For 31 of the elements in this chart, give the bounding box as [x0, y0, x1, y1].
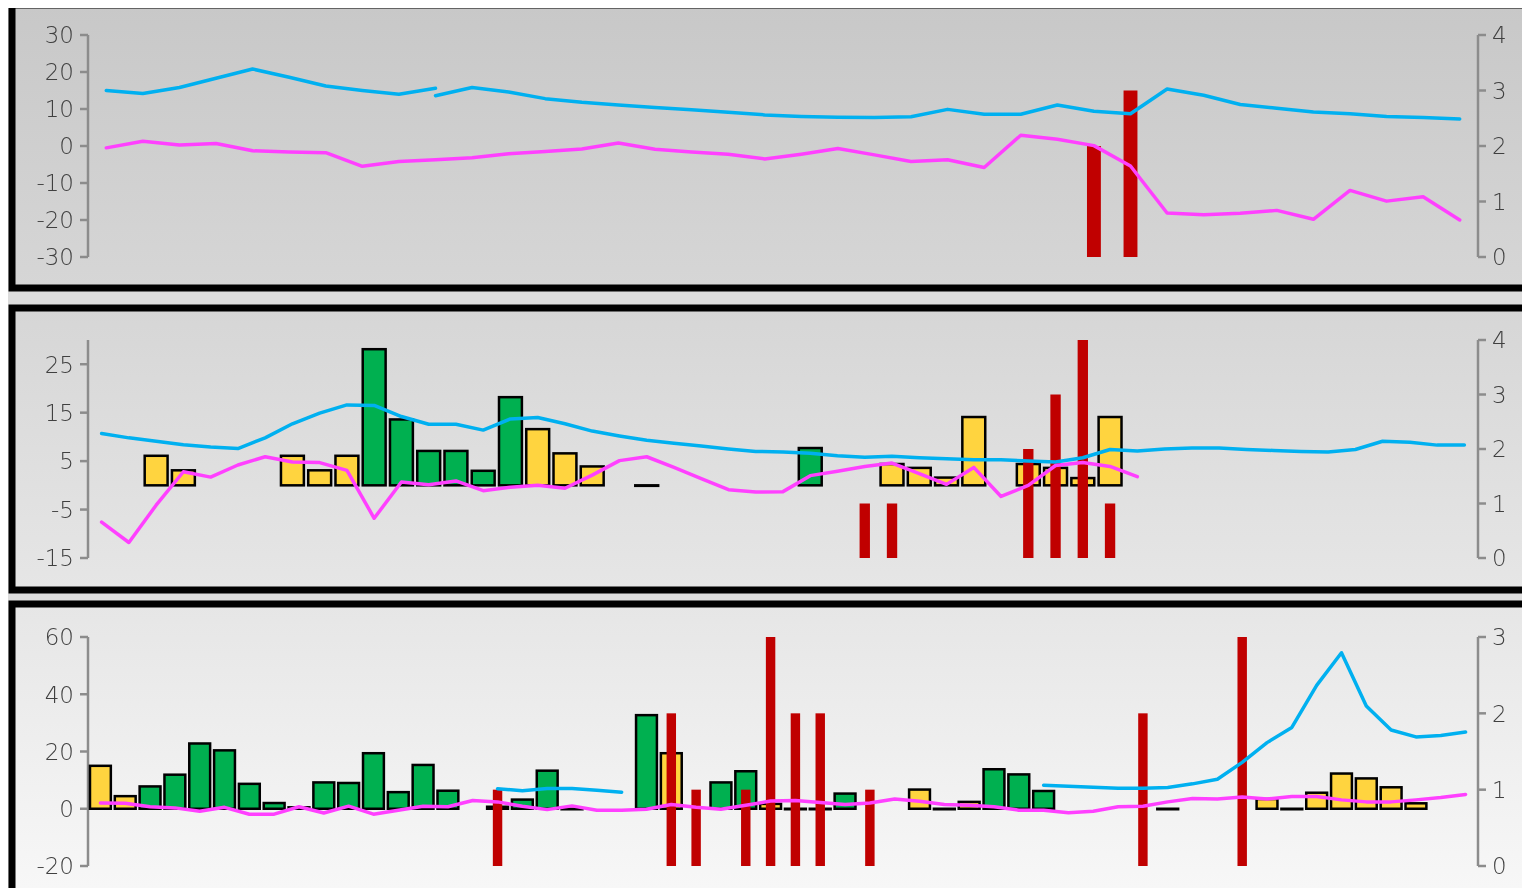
y-tick-label: 30: [44, 22, 74, 49]
y-tick-label: 10: [44, 96, 74, 123]
y2-tick-label: 1: [1492, 188, 1507, 215]
y2-tick-label: 2: [1492, 700, 1507, 727]
y-tick-label: 5: [59, 448, 74, 475]
y2-tick-label: 2: [1492, 436, 1507, 463]
y-tick-label: 0: [59, 796, 74, 823]
y-tick-label: -20: [36, 207, 74, 234]
y-tick-label: -15: [36, 545, 74, 572]
y2-tick-label: 4: [1492, 327, 1507, 354]
y-tick-label: -5: [51, 496, 74, 523]
y-tick-label: 40: [44, 681, 74, 708]
y-tick-label: 60: [44, 624, 74, 651]
y2-tick-label: 3: [1492, 77, 1507, 104]
y2-tick-label: 3: [1492, 381, 1507, 408]
y-tick-label: 0: [59, 133, 74, 160]
y-tick-label: 15: [44, 399, 74, 426]
y-tick-label: -10: [36, 170, 74, 197]
y2-tick-label: 3: [1492, 624, 1507, 651]
y-tick-label: 20: [44, 738, 74, 765]
y2-tick-label: 4: [1492, 22, 1507, 49]
y2-tick-label: 0: [1492, 545, 1507, 572]
y-tick-label: 20: [44, 59, 74, 86]
y2-tick-label: 1: [1492, 776, 1507, 803]
y2-tick-label: 0: [1492, 853, 1507, 880]
y-tick-label: 25: [44, 351, 74, 378]
y2-tick-label: 0: [1492, 244, 1507, 271]
y-tick-label: -30: [36, 244, 74, 271]
y-tick-label: -20: [36, 853, 74, 880]
y2-tick-label: 2: [1492, 133, 1507, 160]
y2-tick-label: 1: [1492, 490, 1507, 517]
